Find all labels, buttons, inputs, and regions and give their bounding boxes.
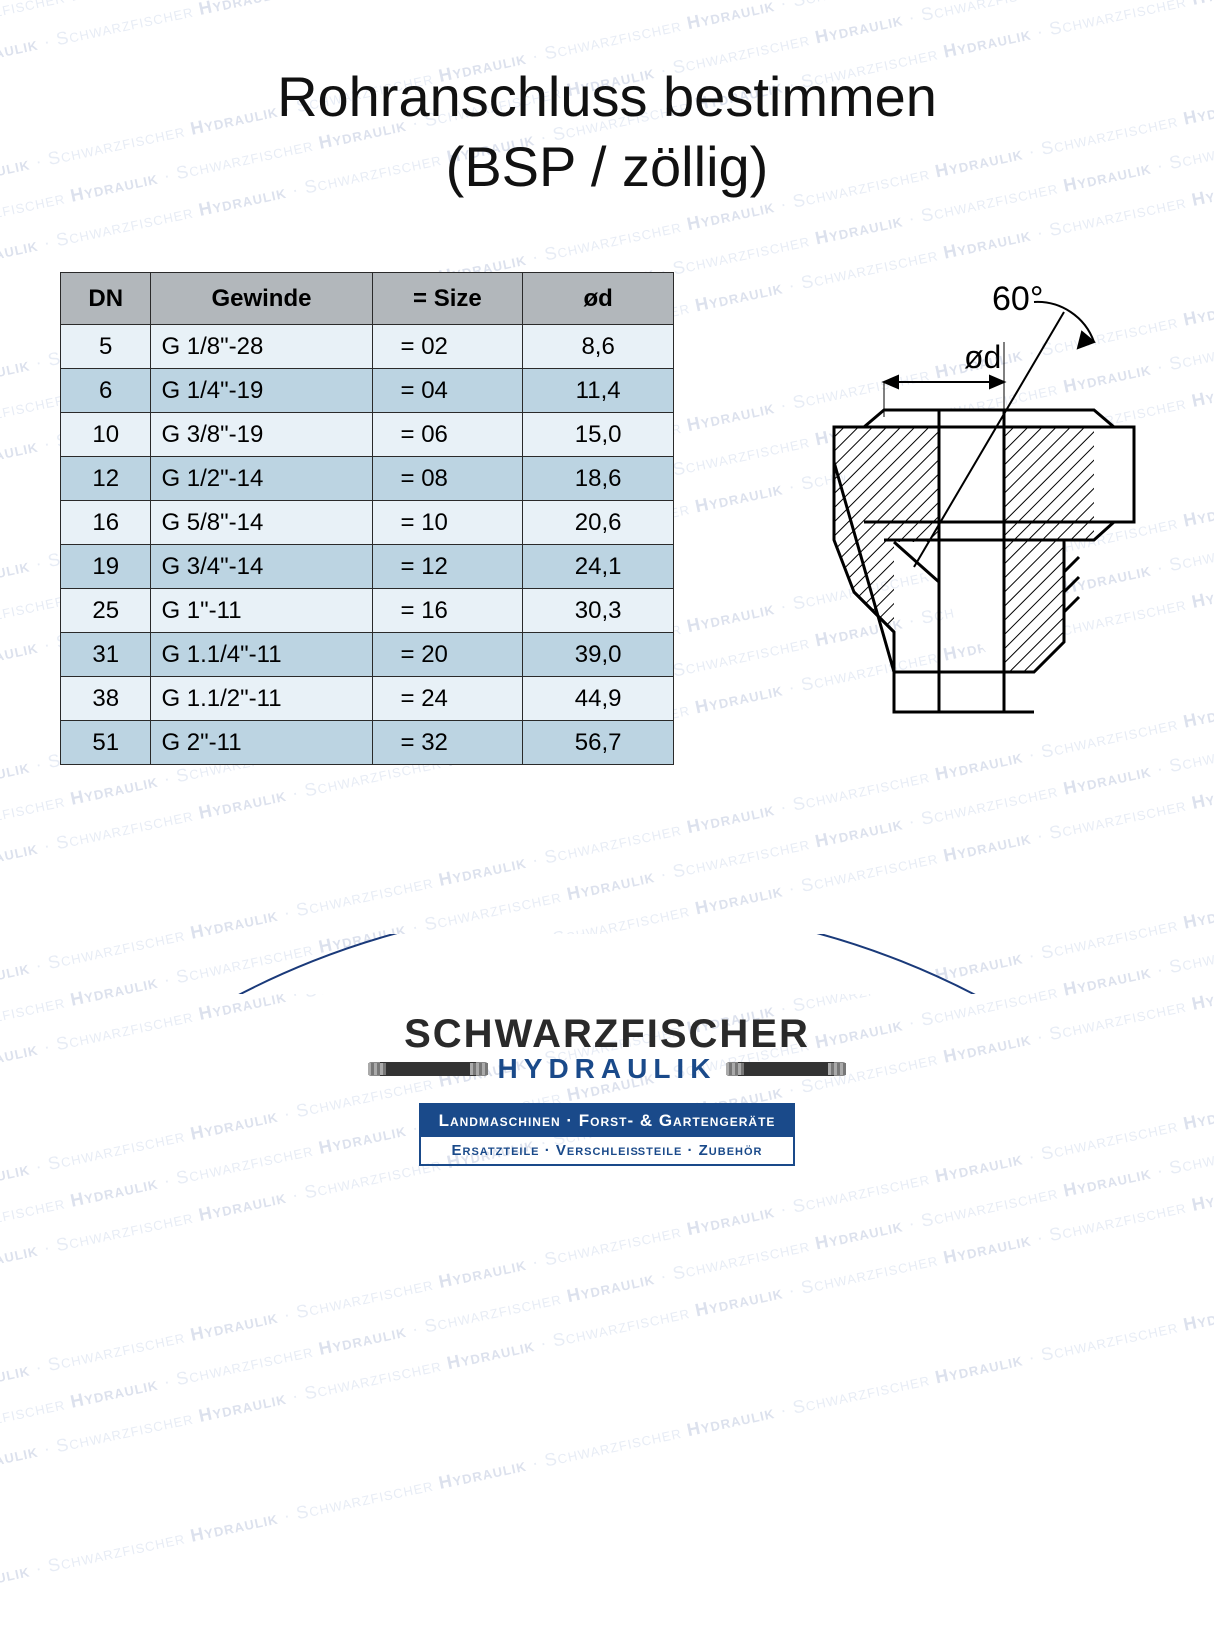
table-cell: 10 xyxy=(61,413,151,457)
col-header: = Size xyxy=(372,273,523,325)
brand-subtitle: HYDRAULIK xyxy=(498,1053,717,1085)
table-row: 12G 1/2"-14= 0818,6 xyxy=(61,457,674,501)
table-cell: 5 xyxy=(61,325,151,369)
table-cell: 16 xyxy=(61,501,151,545)
table-cell: 31 xyxy=(61,633,151,677)
table-cell: = 32 xyxy=(372,721,523,765)
table-cell: 24,1 xyxy=(523,545,674,589)
table-cell: 20,6 xyxy=(523,501,674,545)
title-line-1: Rohranschluss bestimmen xyxy=(277,65,937,128)
table-cell: G 1/2"-14 xyxy=(151,457,372,501)
table-cell: 18,6 xyxy=(523,457,674,501)
table-cell: 6 xyxy=(61,369,151,413)
col-header: DN xyxy=(61,273,151,325)
table-cell: = 10 xyxy=(372,501,523,545)
table-row: 16G 5/8"-14= 1020,6 xyxy=(61,501,674,545)
table-cell: G 1.1/4"-11 xyxy=(151,633,372,677)
page-title: Rohranschluss bestimmen (BSP / zöllig) xyxy=(0,0,1214,202)
table-cell: G 2"-11 xyxy=(151,721,372,765)
hose-icon-left xyxy=(368,1062,488,1076)
table-cell: G 1.1/2"-11 xyxy=(151,677,372,721)
table-cell: = 02 xyxy=(372,325,523,369)
table-cell: 8,6 xyxy=(523,325,674,369)
table-cell: G 3/8"-19 xyxy=(151,413,372,457)
table-cell: = 04 xyxy=(372,369,523,413)
angle-label: 60° xyxy=(992,282,1043,318)
fitting-diagram: 60° ød xyxy=(734,272,1154,752)
hose-icon-right xyxy=(726,1062,846,1076)
table-cell: = 20 xyxy=(372,633,523,677)
table-cell: = 16 xyxy=(372,589,523,633)
table-cell: 44,9 xyxy=(523,677,674,721)
table-cell: 12 xyxy=(61,457,151,501)
table-cell: 39,0 xyxy=(523,633,674,677)
tagline-1: Landmaschinen · Forst- & Gartengeräte xyxy=(421,1105,794,1137)
table-row: 25G 1"-11= 1630,3 xyxy=(61,589,674,633)
table-cell: G 1/8"-28 xyxy=(151,325,372,369)
table-cell: 15,0 xyxy=(523,413,674,457)
table-cell: 38 xyxy=(61,677,151,721)
table-row: 31G 1.1/4"-11= 2039,0 xyxy=(61,633,674,677)
table-row: 10G 3/8"-19= 0615,0 xyxy=(61,413,674,457)
table-cell: = 06 xyxy=(372,413,523,457)
tagline-box: Landmaschinen · Forst- & Gartengeräte Er… xyxy=(419,1103,796,1166)
table-cell: = 24 xyxy=(372,677,523,721)
title-line-2: (BSP / zöllig) xyxy=(446,135,769,198)
table-cell: 19 xyxy=(61,545,151,589)
table-cell: G 5/8"-14 xyxy=(151,501,372,545)
footer-arc xyxy=(0,934,1214,994)
table-row: 51G 2"-11= 3256,7 xyxy=(61,721,674,765)
table-row: 19G 3/4"-14= 1224,1 xyxy=(61,545,674,589)
table-cell: G 1"-11 xyxy=(151,589,372,633)
table-cell: 11,4 xyxy=(523,369,674,413)
table-cell: 25 xyxy=(61,589,151,633)
table-cell: G 1/4"-19 xyxy=(151,369,372,413)
col-header: Gewinde xyxy=(151,273,372,325)
table-cell: = 08 xyxy=(372,457,523,501)
spec-table: DNGewinde= Sizeød 5G 1/8"-28= 028,66G 1/… xyxy=(60,272,674,765)
tagline-2: Ersatzteile · Verschleißteile · Zubehör xyxy=(421,1137,794,1164)
table-row: 6G 1/4"-19= 0411,4 xyxy=(61,369,674,413)
brand-name: SCHWARZFISCHER xyxy=(0,1012,1214,1057)
footer: SCHWARZFISCHER HYDRAULIK Landmaschinen ·… xyxy=(0,934,1214,1214)
table-row: 38G 1.1/2"-11= 2444,9 xyxy=(61,677,674,721)
diameter-label: ød xyxy=(964,339,1001,375)
table-cell: = 12 xyxy=(372,545,523,589)
table-cell: 51 xyxy=(61,721,151,765)
table-cell: 56,7 xyxy=(523,721,674,765)
col-header: ød xyxy=(523,273,674,325)
table-cell: G 3/4"-14 xyxy=(151,545,372,589)
table-row: 5G 1/8"-28= 028,6 xyxy=(61,325,674,369)
table-cell: 30,3 xyxy=(523,589,674,633)
